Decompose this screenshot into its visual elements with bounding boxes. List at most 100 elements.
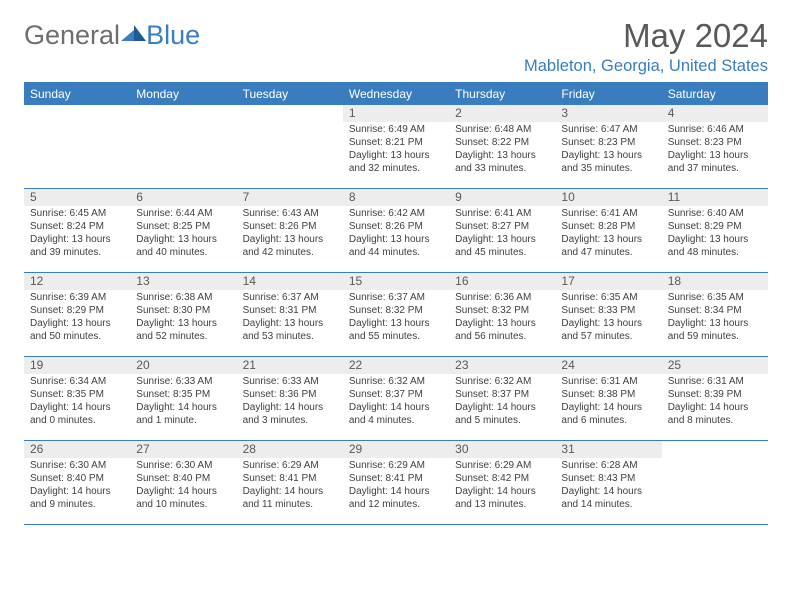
daylight-text: Daylight: 14 hours and 11 minutes.: [243, 486, 339, 512]
week-row: 12Sunrise: 6:39 AMSunset: 8:29 PMDayligh…: [24, 273, 768, 357]
day-number: 13: [130, 273, 236, 290]
sunset-text: Sunset: 8:37 PM: [349, 389, 445, 402]
day-cell: 30Sunrise: 6:29 AMSunset: 8:42 PMDayligh…: [449, 441, 555, 524]
day-number: 19: [24, 357, 130, 374]
sunrise-text: Sunrise: 6:41 AM: [455, 208, 551, 221]
daylight-text: Daylight: 13 hours and 47 minutes.: [561, 234, 657, 260]
sunset-text: Sunset: 8:23 PM: [561, 137, 657, 150]
day-info: Sunrise: 6:29 AMSunset: 8:42 PMDaylight:…: [449, 458, 555, 513]
sunrise-text: Sunrise: 6:47 AM: [561, 124, 657, 137]
daylight-text: Daylight: 13 hours and 44 minutes.: [349, 234, 445, 260]
daylight-text: Daylight: 13 hours and 56 minutes.: [455, 318, 551, 344]
sunset-text: Sunset: 8:21 PM: [349, 137, 445, 150]
day-number: 21: [237, 357, 343, 374]
day-cell: 23Sunrise: 6:32 AMSunset: 8:37 PMDayligh…: [449, 357, 555, 440]
dow-tuesday: Tuesday: [237, 84, 343, 105]
day-info: Sunrise: 6:29 AMSunset: 8:41 PMDaylight:…: [237, 458, 343, 513]
day-number: 3: [555, 105, 661, 122]
sunrise-text: Sunrise: 6:32 AM: [349, 376, 445, 389]
day-number: 18: [662, 273, 768, 290]
dow-monday: Monday: [130, 84, 236, 105]
day-number: 11: [662, 189, 768, 206]
day-cell: 14Sunrise: 6:37 AMSunset: 8:31 PMDayligh…: [237, 273, 343, 356]
sunset-text: Sunset: 8:23 PM: [668, 137, 764, 150]
day-cell: 9Sunrise: 6:41 AMSunset: 8:27 PMDaylight…: [449, 189, 555, 272]
sunrise-text: Sunrise: 6:29 AM: [349, 460, 445, 473]
day-info: Sunrise: 6:35 AMSunset: 8:33 PMDaylight:…: [555, 290, 661, 345]
day-cell: 26Sunrise: 6:30 AMSunset: 8:40 PMDayligh…: [24, 441, 130, 524]
day-number: 26: [24, 441, 130, 458]
day-number: [24, 105, 130, 122]
daylight-text: Daylight: 14 hours and 14 minutes.: [561, 486, 657, 512]
sunrise-text: Sunrise: 6:42 AM: [349, 208, 445, 221]
day-number: 25: [662, 357, 768, 374]
week-row: 26Sunrise: 6:30 AMSunset: 8:40 PMDayligh…: [24, 441, 768, 525]
day-cell: 12Sunrise: 6:39 AMSunset: 8:29 PMDayligh…: [24, 273, 130, 356]
sunset-text: Sunset: 8:40 PM: [136, 473, 232, 486]
daylight-text: Daylight: 14 hours and 12 minutes.: [349, 486, 445, 512]
day-number: 4: [662, 105, 768, 122]
sunrise-text: Sunrise: 6:40 AM: [668, 208, 764, 221]
daylight-text: Daylight: 13 hours and 48 minutes.: [668, 234, 764, 260]
day-cell: 7Sunrise: 6:43 AMSunset: 8:26 PMDaylight…: [237, 189, 343, 272]
day-number: 24: [555, 357, 661, 374]
sunset-text: Sunset: 8:32 PM: [455, 305, 551, 318]
sunrise-text: Sunrise: 6:29 AM: [243, 460, 339, 473]
day-info: Sunrise: 6:30 AMSunset: 8:40 PMDaylight:…: [130, 458, 236, 513]
daylight-text: Daylight: 13 hours and 59 minutes.: [668, 318, 764, 344]
day-info: Sunrise: 6:34 AMSunset: 8:35 PMDaylight:…: [24, 374, 130, 429]
daylight-text: Daylight: 14 hours and 13 minutes.: [455, 486, 551, 512]
sunset-text: Sunset: 8:34 PM: [668, 305, 764, 318]
day-info: Sunrise: 6:49 AMSunset: 8:21 PMDaylight:…: [343, 122, 449, 177]
dow-thursday: Thursday: [449, 84, 555, 105]
day-cell: [130, 105, 236, 188]
daylight-text: Daylight: 13 hours and 55 minutes.: [349, 318, 445, 344]
sunset-text: Sunset: 8:24 PM: [30, 221, 126, 234]
day-info: Sunrise: 6:31 AMSunset: 8:39 PMDaylight:…: [662, 374, 768, 429]
day-info: Sunrise: 6:35 AMSunset: 8:34 PMDaylight:…: [662, 290, 768, 345]
sunrise-text: Sunrise: 6:48 AM: [455, 124, 551, 137]
logo-wing-icon: [121, 23, 147, 48]
sunset-text: Sunset: 8:35 PM: [30, 389, 126, 402]
day-cell: 22Sunrise: 6:32 AMSunset: 8:37 PMDayligh…: [343, 357, 449, 440]
day-info: Sunrise: 6:33 AMSunset: 8:36 PMDaylight:…: [237, 374, 343, 429]
day-number: 2: [449, 105, 555, 122]
day-info: Sunrise: 6:43 AMSunset: 8:26 PMDaylight:…: [237, 206, 343, 261]
sunset-text: Sunset: 8:40 PM: [30, 473, 126, 486]
sunrise-text: Sunrise: 6:49 AM: [349, 124, 445, 137]
day-number: 29: [343, 441, 449, 458]
daylight-text: Daylight: 13 hours and 35 minutes.: [561, 150, 657, 176]
daylight-text: Daylight: 13 hours and 45 minutes.: [455, 234, 551, 260]
daylight-text: Daylight: 14 hours and 5 minutes.: [455, 402, 551, 428]
sunset-text: Sunset: 8:37 PM: [455, 389, 551, 402]
sunset-text: Sunset: 8:43 PM: [561, 473, 657, 486]
day-cell: 24Sunrise: 6:31 AMSunset: 8:38 PMDayligh…: [555, 357, 661, 440]
day-number: 27: [130, 441, 236, 458]
day-info: Sunrise: 6:29 AMSunset: 8:41 PMDaylight:…: [343, 458, 449, 513]
sunrise-text: Sunrise: 6:46 AM: [668, 124, 764, 137]
sunset-text: Sunset: 8:29 PM: [30, 305, 126, 318]
sunset-text: Sunset: 8:26 PM: [349, 221, 445, 234]
day-number: 20: [130, 357, 236, 374]
weeks-container: 1Sunrise: 6:49 AMSunset: 8:21 PMDaylight…: [24, 105, 768, 525]
day-cell: 15Sunrise: 6:37 AMSunset: 8:32 PMDayligh…: [343, 273, 449, 356]
day-cell: 1Sunrise: 6:49 AMSunset: 8:21 PMDaylight…: [343, 105, 449, 188]
day-info: Sunrise: 6:30 AMSunset: 8:40 PMDaylight:…: [24, 458, 130, 513]
sunrise-text: Sunrise: 6:33 AM: [136, 376, 232, 389]
day-number: 8: [343, 189, 449, 206]
sunrise-text: Sunrise: 6:28 AM: [561, 460, 657, 473]
day-cell: [662, 441, 768, 524]
day-info: Sunrise: 6:37 AMSunset: 8:31 PMDaylight:…: [237, 290, 343, 345]
sunrise-text: Sunrise: 6:31 AM: [561, 376, 657, 389]
day-cell: 21Sunrise: 6:33 AMSunset: 8:36 PMDayligh…: [237, 357, 343, 440]
day-cell: 29Sunrise: 6:29 AMSunset: 8:41 PMDayligh…: [343, 441, 449, 524]
sunrise-text: Sunrise: 6:37 AM: [349, 292, 445, 305]
sunrise-text: Sunrise: 6:36 AM: [455, 292, 551, 305]
sunset-text: Sunset: 8:30 PM: [136, 305, 232, 318]
day-info: Sunrise: 6:42 AMSunset: 8:26 PMDaylight:…: [343, 206, 449, 261]
sunset-text: Sunset: 8:25 PM: [136, 221, 232, 234]
dow-saturday: Saturday: [662, 84, 768, 105]
sunset-text: Sunset: 8:29 PM: [668, 221, 764, 234]
day-number: [237, 105, 343, 122]
sunset-text: Sunset: 8:42 PM: [455, 473, 551, 486]
